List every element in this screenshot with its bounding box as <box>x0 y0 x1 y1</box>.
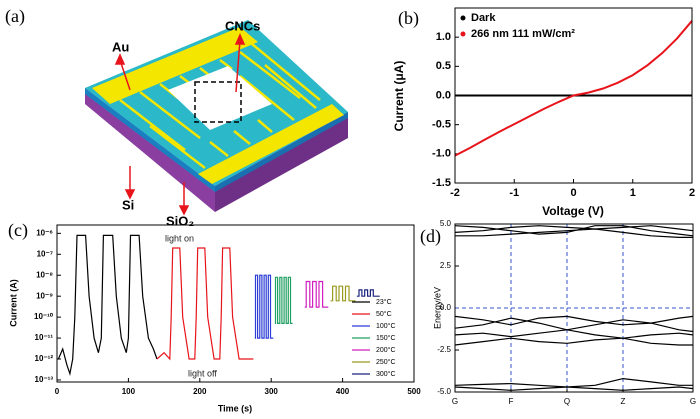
y-axis-label: Current (μA) <box>392 61 406 132</box>
legend-label: 300°C <box>376 370 396 378</box>
y-tick-label: 1.0 <box>436 31 451 43</box>
data-line <box>254 274 274 339</box>
data-line <box>454 317 694 333</box>
x-axis-label: Voltage (V) <box>542 204 604 218</box>
x-tick-label: 1 <box>630 187 636 199</box>
data-line <box>330 285 356 302</box>
zoom-box <box>194 81 242 123</box>
cnc-window <box>168 66 272 130</box>
sio2-label: SiO₂ <box>166 213 194 228</box>
x-tick-label: -1 <box>509 187 519 199</box>
x-tick-label: Z <box>621 397 626 406</box>
y-tick-label: 10⁻¹³ <box>35 375 54 384</box>
legend-label: 150°C <box>376 334 396 342</box>
y-tick-label: -1.0 <box>432 148 451 160</box>
oxide-layer <box>85 88 215 192</box>
legend-label: 23°C <box>376 298 392 306</box>
y-tick-label: -0.5 <box>432 119 451 131</box>
y-tick-label: 10⁻⁹ <box>36 291 53 300</box>
annotation: light off <box>188 368 217 378</box>
data-line <box>274 276 293 324</box>
data-line <box>454 386 694 391</box>
x-tick-label: 400 <box>336 387 350 396</box>
x-tick-label: 0 <box>570 187 576 199</box>
au-pad <box>198 104 344 184</box>
oxide-layer <box>215 112 348 192</box>
y-tick-label: 5.0 <box>440 219 452 228</box>
chart: (b) -2 -1 0 1 2 -1.5 -1.0 -0.5 0.0 0.5 1.0 Voltage (… <box>392 7 695 218</box>
x-tick-label: 0 <box>55 387 60 396</box>
y-tick-label: 10⁻⁷ <box>37 249 53 258</box>
y-tick-label: 10⁻¹¹ <box>35 333 54 342</box>
x-tick-label: F <box>509 397 514 406</box>
x-tick-label: 2 <box>689 187 695 199</box>
x-tick-label: 500 <box>407 387 421 396</box>
y-tick-label: 10⁻¹² <box>35 354 54 363</box>
x-tick-label: 300 <box>265 387 279 396</box>
cnc-label: CNCs <box>225 18 260 33</box>
data-line <box>454 337 693 346</box>
x-tick-label: 100 <box>122 387 136 396</box>
legend-label: Dark <box>471 12 496 24</box>
y-tick-label: 0.0 <box>440 303 452 312</box>
data-line <box>156 247 254 361</box>
plot-frame <box>454 7 693 184</box>
legend-marker <box>460 31 466 37</box>
legend-label: 100°C <box>376 322 396 330</box>
substrate-side <box>215 112 348 212</box>
y-tick-label: 0.0 <box>436 89 451 101</box>
data-line <box>454 329 694 339</box>
plot-frame <box>454 223 694 393</box>
data-line <box>454 315 694 326</box>
annotation: light on <box>165 233 194 243</box>
x-tick-label: G <box>690 397 696 406</box>
panel-label: (a) <box>5 6 25 27</box>
x-tick-label: -2 <box>450 187 460 199</box>
legend-label: 250°C <box>376 358 396 366</box>
y-axis-label: Energy/eV <box>432 287 442 329</box>
data-line <box>454 377 693 388</box>
data-line <box>454 225 694 237</box>
chart: (c) 0 100 200 300 400 500 10⁻¹³ 10⁻¹² 10⁻¹¹ 10⁻¹⁰ 1… <box>8 220 421 413</box>
y-tick-label: 10⁻¹⁰ <box>34 312 54 321</box>
panel-label: (b) <box>398 8 419 29</box>
panel-label: (c) <box>8 220 28 241</box>
y-tick-label: 2.5 <box>440 261 452 270</box>
y-tick-label: 10⁻⁸ <box>36 270 53 279</box>
x-tick-label: 200 <box>193 387 207 396</box>
y-tick-label: -1.5 <box>432 177 451 189</box>
data-line <box>304 280 329 308</box>
x-tick-label: G <box>452 397 458 406</box>
data-line <box>455 228 693 238</box>
substrate-side <box>85 88 215 212</box>
legend-label: 50°C <box>376 310 392 318</box>
legend-label: 266 nm 111 mW/cm² <box>471 28 575 40</box>
y-tick-label: 0.5 <box>436 60 451 72</box>
device-diagram: (a) Au CNCs Si SiO₂ <box>5 6 348 228</box>
label-arrows <box>114 33 246 216</box>
data-line <box>454 20 693 157</box>
x-tick-label: Q <box>564 397 570 406</box>
panel-label: (d) <box>420 226 441 247</box>
si-label: Si <box>122 197 134 212</box>
y-tick-label: -2.5 <box>437 345 451 354</box>
data-line <box>57 234 158 377</box>
legend-label: 200°C <box>376 346 396 354</box>
legend-marker <box>460 15 466 21</box>
y-tick-label: -5.0 <box>437 387 451 396</box>
plot-frame <box>56 224 415 383</box>
au-label: Au <box>112 39 129 54</box>
y-axis-label: Current (A) <box>8 279 18 327</box>
data-line <box>356 289 380 297</box>
x-axis-label: Time (s) <box>218 403 252 413</box>
au-pad <box>92 27 258 104</box>
y-tick-label: 10⁻⁶ <box>36 228 53 237</box>
